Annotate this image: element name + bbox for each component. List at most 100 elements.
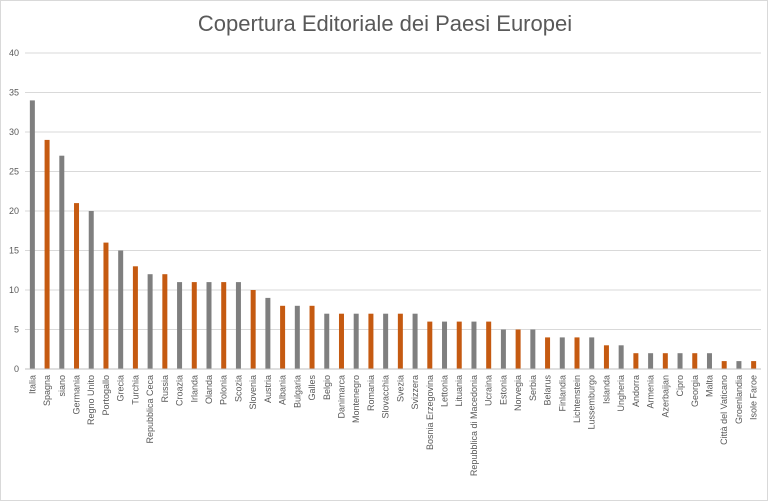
bar [500, 329, 506, 369]
x-tick-label: Albania [278, 375, 288, 405]
bar [559, 337, 565, 369]
x-tick-label: Repubblica Ceca [145, 375, 155, 444]
bar [191, 282, 197, 369]
bar [721, 361, 727, 369]
x-tick-label: Ungheria [616, 375, 626, 412]
bar [603, 345, 609, 369]
bar [677, 353, 683, 369]
x-tick-label: Irlanda [189, 375, 199, 403]
bar [442, 321, 448, 369]
bar [177, 282, 183, 369]
x-tick-label: Portogallo [101, 375, 111, 416]
x-tick-label: Slovacchia [381, 375, 391, 419]
bar [751, 361, 757, 369]
x-tick-label: Azerbaijan [660, 375, 670, 418]
x-tick-label: Lituania [454, 375, 464, 407]
x-tick-label: Isole Faroe [749, 375, 759, 420]
x-tick-label: Belgio [322, 375, 332, 400]
bar [206, 282, 212, 369]
x-tick-label: Croazia [175, 375, 185, 406]
chart-title: Copertura Editoriale dei Paesi Europei [197, 11, 573, 36]
x-tick-label: Germania [72, 375, 82, 415]
x-tick-label: Svezia [395, 375, 405, 402]
y-tick-label: 15 [9, 246, 19, 256]
bar [486, 321, 492, 369]
bar [265, 297, 271, 369]
bar [280, 305, 286, 369]
bar [44, 139, 50, 369]
x-tick-label: Lussemburgo [587, 375, 597, 430]
y-tick-label: 0 [14, 364, 19, 374]
x-tick-label: Andorra [631, 375, 641, 407]
y-tick-label: 40 [9, 48, 19, 58]
bar [324, 313, 330, 369]
y-tick-label: 5 [14, 325, 19, 335]
x-tick-label: Malta [704, 375, 714, 397]
x-tick-label: Russia [160, 375, 170, 403]
bar [736, 361, 742, 369]
bar [162, 274, 168, 369]
x-tick-label: Olanda [204, 375, 214, 404]
bar [353, 313, 359, 369]
bar [618, 345, 624, 369]
x-tick-label: Bosnia Erzegovina [425, 375, 435, 450]
y-tick-label: 25 [9, 167, 19, 177]
x-tick-label: Belarus [543, 375, 553, 406]
bar [103, 242, 109, 369]
x-tick-label: Galles [307, 375, 317, 401]
bar [88, 211, 94, 369]
x-tick-label: Italia [27, 375, 37, 394]
bar [147, 274, 153, 369]
bar [412, 313, 418, 369]
bar [221, 282, 227, 369]
bar [250, 290, 256, 369]
x-tick-label: Serbia [528, 375, 538, 401]
x-tick-label: Polonia [219, 375, 229, 405]
bar [706, 353, 712, 369]
x-tick-label: Groenlandia [734, 375, 744, 424]
bar [589, 337, 595, 369]
x-tick-label: Montenegro [351, 375, 361, 423]
x-tick-label: Repubblica di Macedonia [469, 375, 479, 476]
x-tick-label: Lichtenstein [572, 375, 582, 423]
x-tick-label: Lettonia [440, 375, 450, 407]
bar [397, 313, 403, 369]
x-tick-label: Bulgaria [292, 375, 302, 408]
bar [294, 305, 300, 369]
bar [59, 155, 65, 369]
bar [456, 321, 462, 369]
x-tick-label: Austria [263, 375, 273, 403]
bar [338, 313, 344, 369]
bar [132, 266, 138, 369]
bar [471, 321, 477, 369]
x-tick-label: Cipro [675, 375, 685, 397]
bar [574, 337, 580, 369]
bar [118, 250, 124, 369]
x-tick-label: Ucraina [484, 375, 494, 406]
y-tick-label: 35 [9, 88, 19, 98]
bar [662, 353, 668, 369]
x-tick-label: Regno Unito [86, 375, 96, 425]
bar [309, 305, 315, 369]
bar [368, 313, 374, 369]
x-tick-label: Finlandia [557, 375, 567, 412]
x-tick-label: Danimarca [336, 375, 346, 419]
bar [692, 353, 698, 369]
bar [648, 353, 654, 369]
x-tick-label: Norvegia [513, 375, 523, 411]
bar [515, 329, 521, 369]
bar [29, 100, 35, 370]
x-tick-label: Grecia [116, 375, 126, 402]
x-tick-label: Islanda [601, 375, 611, 404]
x-tick-label: Spagna [42, 375, 52, 406]
x-tick-label: Estonia [498, 375, 508, 405]
x-tick-label: Turchia [130, 375, 140, 405]
x-tick-label: Svizzera [410, 375, 420, 410]
x-tick-label: Armenia [646, 375, 656, 409]
bar [383, 313, 389, 369]
bar [74, 203, 80, 369]
bar [633, 353, 639, 369]
bar [235, 282, 241, 369]
